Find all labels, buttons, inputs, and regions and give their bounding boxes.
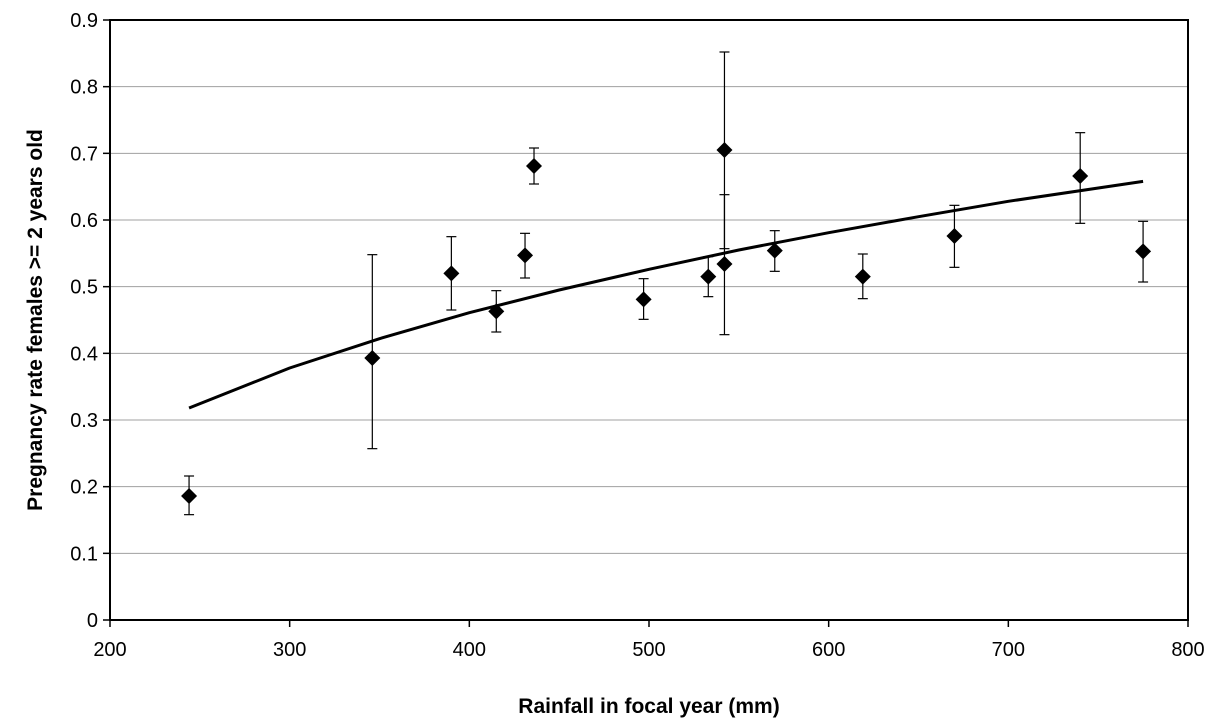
data-points <box>181 142 1152 504</box>
data-point <box>181 488 198 504</box>
plot-area-border <box>109 19 1189 621</box>
data-point <box>364 350 381 366</box>
x-tick-label: 700 <box>992 639 1025 661</box>
y-axis-title: Pregnancy rate females >= 2 years old <box>24 129 47 511</box>
data-point <box>716 142 733 158</box>
x-tick-label: 400 <box>453 639 486 661</box>
y-tick-label: 0.9 <box>70 10 98 32</box>
x-tick-label: 500 <box>632 639 665 661</box>
data-point <box>946 228 963 244</box>
x-tick-label: 800 <box>1171 639 1204 661</box>
data-point <box>488 303 505 320</box>
y-tick-label: 0.3 <box>70 410 98 432</box>
y-tick-label: 0 <box>87 610 98 632</box>
tick-labels: 0 0.1 0.2 0.3 0.4 0.5 0.6 0.7 0.8 0.9 200 300 400 500… <box>70 10 1205 661</box>
data-point <box>700 268 717 285</box>
y-tick-label: 0.5 <box>70 277 98 299</box>
y-tick-label: 0.4 <box>70 343 98 365</box>
error-bars <box>184 51 1149 516</box>
y-tick-label: 0.6 <box>70 210 98 232</box>
x-tick-label: 300 <box>273 639 306 661</box>
data-point <box>1135 243 1152 260</box>
data-point <box>526 158 543 174</box>
trendline <box>188 179 1144 410</box>
y-tick-label: 0.7 <box>70 143 98 165</box>
data-point <box>854 268 871 285</box>
x-tick-label: 600 <box>812 639 845 661</box>
data-point <box>443 265 460 282</box>
data-point <box>635 291 652 308</box>
data-point <box>517 247 534 264</box>
y-tick-label: 0.1 <box>70 543 98 565</box>
x-tick-label: 200 <box>93 639 126 661</box>
y-tick-label: 0.8 <box>70 77 98 99</box>
gridlines <box>110 19 1188 554</box>
y-tick-label: 0.2 <box>70 477 98 499</box>
x-axis-title: Rainfall in focal year (mm) <box>518 695 779 718</box>
axes <box>103 19 1189 627</box>
data-point <box>1072 168 1089 184</box>
data-point <box>716 256 733 272</box>
data-point <box>766 242 783 259</box>
trendline-group <box>188 179 1144 410</box>
